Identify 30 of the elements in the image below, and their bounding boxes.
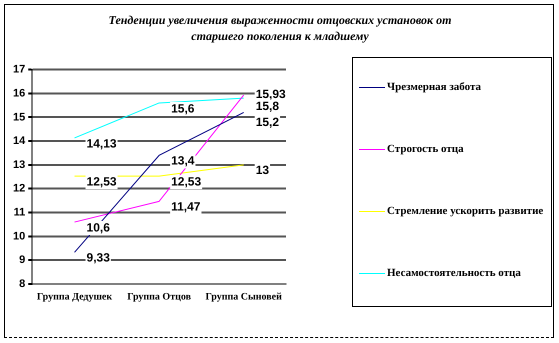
- data-label: 14,13: [86, 136, 117, 150]
- x-tick-label: Группа Отцов: [127, 292, 192, 303]
- data-label: 13,4: [171, 154, 195, 168]
- y-tick-label: 10: [12, 230, 26, 242]
- x-tick-label: Группа Дедушек: [36, 292, 112, 303]
- legend-label: Несамостоятельность отца: [387, 266, 522, 281]
- data-label: 10,6: [86, 220, 110, 234]
- legend-label: Чрезмерная забота: [387, 80, 482, 95]
- data-label: 12,53: [171, 174, 202, 188]
- data-label: 15,6: [171, 101, 195, 116]
- y-tick-label: 13: [12, 158, 26, 171]
- y-tick-label: 8: [19, 278, 26, 290]
- data-label: 15,8: [256, 98, 280, 113]
- y-tick-label: 9: [19, 254, 26, 266]
- y-tick-label: 15: [12, 111, 26, 124]
- y-tick-label: 16: [12, 87, 26, 100]
- y-tick-label: 11: [14, 206, 26, 219]
- y-tick-label: 14: [12, 135, 26, 148]
- legend-label: Стремление ускорить развитие: [387, 204, 544, 219]
- x-tick-label: Группа Сыновей: [206, 292, 282, 303]
- data-label: 15,2: [256, 114, 280, 129]
- y-tick-label: 17: [12, 64, 26, 76]
- y-tick-label: 12: [12, 182, 26, 195]
- chart-title: Тенденции увеличения выраженности отцовских установок от старшего поколения к младшему: [108, 12, 452, 44]
- data-label: 11,47: [171, 200, 201, 214]
- legend-label: Строгость отца: [387, 142, 465, 157]
- data-label: 13: [256, 163, 270, 178]
- data-label: 9,33: [86, 250, 110, 265]
- data-label: 15,93: [256, 86, 286, 101]
- data-label: 12,53: [86, 174, 117, 188]
